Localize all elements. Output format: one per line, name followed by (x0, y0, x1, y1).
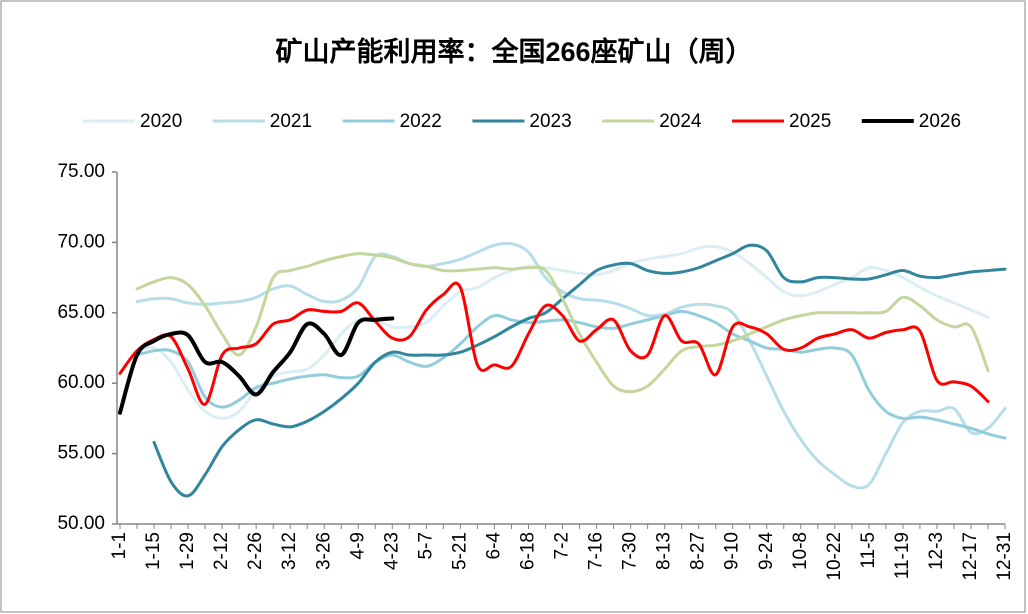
x-tick-label: 10-22 (824, 532, 845, 581)
x-tick-label: 11-19 (892, 532, 913, 579)
y-tick-label: 55.00 (57, 443, 105, 464)
y-tick-label: 60.00 (57, 372, 105, 393)
x-tick-label: 1-1 (109, 532, 130, 559)
legend-label: 2025 (789, 111, 831, 132)
legend-label: 2024 (659, 111, 702, 132)
series-line (118, 316, 395, 415)
y-tick-label: 65.00 (57, 302, 105, 323)
y-tick-label: 75.00 (57, 161, 105, 182)
series-line (135, 309, 1007, 440)
series-line (152, 243, 1007, 498)
legend-label: 2021 (270, 111, 312, 132)
y-tick-label: 50.00 (57, 513, 105, 534)
x-tick-label: 2-26 (245, 532, 266, 570)
x-tick-label: 1-15 (143, 532, 164, 570)
legend-label: 2022 (400, 111, 442, 132)
x-tick-label: 8-27 (688, 532, 709, 570)
x-tick-label: 11-5 (858, 532, 879, 569)
x-tick-label: 3-26 (313, 532, 334, 570)
y-tick-label: 70.00 (57, 231, 105, 252)
x-tick-label: 4-9 (347, 532, 368, 559)
x-tick-label: 7-2 (552, 532, 573, 559)
x-tick-label: 6-4 (483, 532, 504, 560)
x-tick-label: 6-18 (517, 532, 538, 570)
series-line (118, 281, 990, 406)
x-tick-label: 5-7 (415, 532, 436, 559)
legend-label: 2023 (529, 111, 571, 132)
series-line (135, 252, 990, 394)
x-tick-label: 1-29 (177, 532, 198, 570)
x-tick-label: 5-21 (449, 532, 470, 570)
x-tick-label: 8-13 (654, 532, 675, 570)
x-tick-label: 12-31 (994, 532, 1015, 581)
x-tick-label: 7-30 (620, 532, 641, 570)
legend-label: 2026 (919, 111, 961, 132)
x-tick-label: 10-8 (790, 532, 811, 570)
x-tick-label: 12-17 (960, 532, 981, 581)
x-tick-label: 7-16 (586, 532, 607, 570)
x-tick-label: 12-3 (926, 532, 947, 570)
x-tick-label: 3-12 (279, 532, 300, 570)
chart-title: 矿山产能利用率：全国266座矿山（周） (275, 36, 752, 67)
x-tick-label: 9-10 (722, 532, 743, 570)
legend-label: 2020 (140, 111, 182, 132)
x-tick-label: 9-24 (756, 532, 777, 570)
x-tick-label: 2-12 (211, 532, 232, 570)
series-line (135, 241, 1007, 490)
x-tick-label: 4-23 (381, 532, 402, 570)
